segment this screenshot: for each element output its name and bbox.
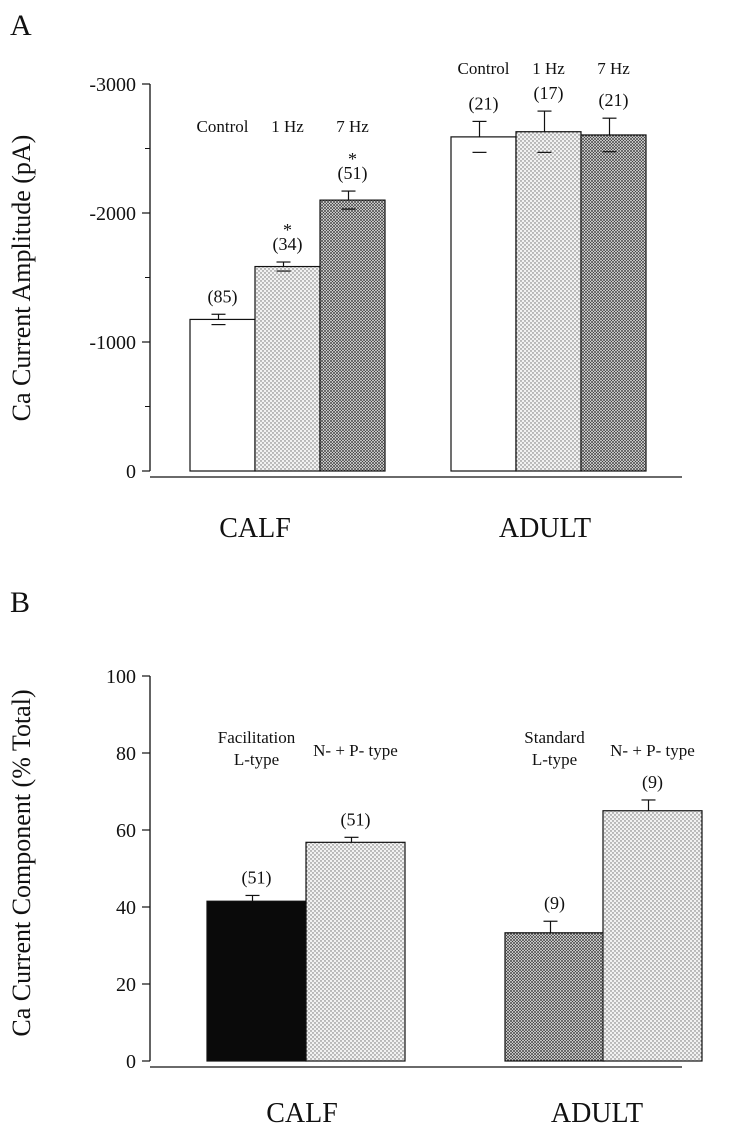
a-y-tick-label: -2000: [89, 203, 136, 225]
a-bar: [189, 318, 256, 472]
a-condition-label: 7 Hz: [597, 59, 630, 78]
panel-b: B Ca Current Component (% Total) 0 20 40 60…: [7, 586, 703, 1127]
a-condition-label: 1 Hz: [532, 59, 565, 78]
a-bar: [580, 134, 647, 472]
b-y-tick-label: 80: [116, 743, 136, 765]
a-significance-mark: *: [348, 149, 357, 169]
b-component-label: Standard: [524, 728, 585, 747]
b-group-label: CALF: [266, 1098, 338, 1127]
b-bar: [206, 900, 307, 1062]
panel-a-letter: A: [10, 9, 32, 42]
a-group-label: CALF: [219, 513, 291, 544]
b-bar: [602, 810, 703, 1062]
b-n-label: (51): [341, 809, 371, 830]
a-condition-label: 7 Hz: [336, 117, 369, 136]
a-n-label: (51): [338, 163, 368, 184]
a-y-tick-label: -3000: [89, 74, 136, 96]
b-y-tick-label: 0: [126, 1051, 136, 1073]
b-bar: [504, 932, 605, 1062]
a-condition-label: Control: [458, 59, 510, 78]
b-n-label: (51): [242, 867, 272, 888]
b-y-tick-label: 60: [116, 820, 136, 842]
panel-b-letter: B: [10, 586, 30, 619]
b-component-label: L-type: [532, 750, 577, 769]
a-y-tick-label: 0: [126, 461, 136, 483]
a-n-label: (21): [469, 93, 499, 114]
a-n-label: (85): [208, 286, 238, 307]
b-n-label: (9): [544, 893, 565, 914]
a-n-label: (34): [273, 234, 303, 255]
b-component-label: N- + P- type: [313, 741, 398, 760]
a-n-label: (21): [599, 90, 629, 111]
a-bar: [254, 265, 321, 472]
a-y-tick-label: -1000: [89, 332, 136, 354]
a-condition-label: Control: [197, 117, 249, 136]
a-significance-mark: *: [283, 220, 292, 240]
b-component-label: L-type: [234, 750, 279, 769]
a-n-label: (17): [534, 83, 564, 104]
b-component-label: Facilitation: [218, 728, 296, 747]
b-y-tick-label: 100: [106, 666, 136, 688]
panel-a: A Ca Current Amplitude (pA) 0 -1000 -2000 -…: [7, 9, 682, 544]
b-y-tick-label: 20: [116, 974, 136, 996]
a-group-label: ADULT: [499, 513, 591, 544]
a-condition-label: 1 Hz: [271, 117, 304, 136]
a-bar: [319, 199, 386, 472]
panel-a-y-axis-label: Ca Current Amplitude (pA): [7, 135, 36, 422]
b-n-label: (9): [642, 772, 663, 793]
a-bar: [450, 136, 517, 472]
a-bar: [515, 131, 582, 472]
b-bar: [305, 841, 406, 1062]
panel-b-y-axis-label: Ca Current Component (% Total): [7, 689, 36, 1036]
b-component-label: N- + P- type: [610, 741, 695, 760]
b-group-label: ADULT: [551, 1098, 643, 1127]
b-y-tick-label: 40: [116, 897, 136, 919]
